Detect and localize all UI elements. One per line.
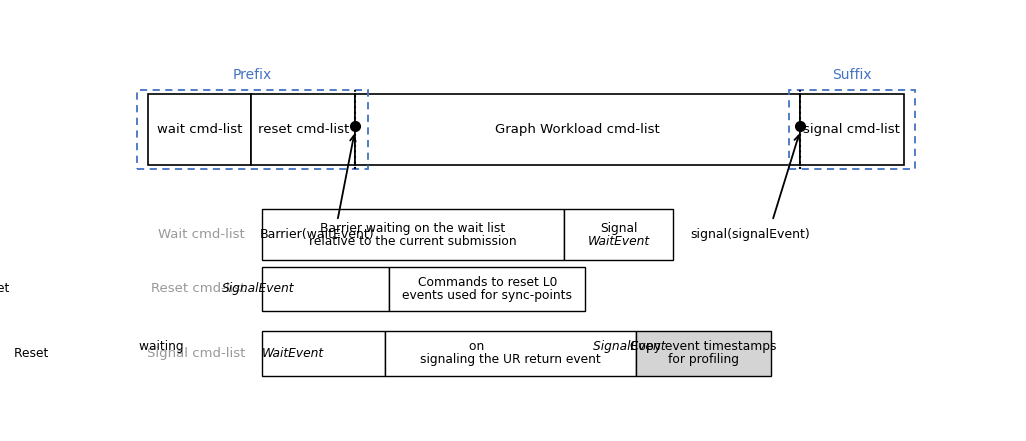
Text: Barrier waiting on the wait list: Barrier waiting on the wait list [320,222,506,235]
Bar [148,93,251,165]
Bar [262,209,564,260]
Text: WaitEvent: WaitEvent [262,347,323,360]
Bar [262,331,385,376]
Bar [389,267,586,311]
Text: signal(signalEvent): signal(signalEvent) [690,228,810,241]
Text: Graph Workload cmd-list: Graph Workload cmd-list [496,123,660,136]
Text: Signal cmd-list: Signal cmd-list [147,347,245,360]
Text: Commands to reset L0: Commands to reset L0 [418,276,557,289]
Text: Wait cmd-list: Wait cmd-list [158,228,245,241]
Bar [564,209,673,260]
Text: on: on [469,340,488,354]
Text: Copy event timestamps: Copy event timestamps [630,340,777,354]
Text: reset cmd-list: reset cmd-list [258,123,349,136]
Text: Signal: Signal [600,222,637,235]
Bar [137,90,368,169]
Text: Reset cmd-list: Reset cmd-list [151,282,245,295]
Bar [262,267,389,311]
Text: wait cmd-list: wait cmd-list [157,123,242,136]
Text: Reset: Reset [0,282,12,295]
Text: Suffix: Suffix [832,68,872,82]
Text: signal cmd-list: signal cmd-list [803,123,900,136]
Text: events used for sync-points: events used for sync-points [402,289,573,302]
Bar [355,93,800,165]
Text: Prefix: Prefix [233,68,272,82]
Text: for profiling: for profiling [668,353,739,366]
Text: WaitEvent: WaitEvent [588,235,649,247]
Text: Reset: Reset [13,347,52,360]
Bar [385,331,635,376]
Text: SignalEvent: SignalEvent [223,282,294,295]
Bar [635,331,771,376]
Text: signaling the UR return event: signaling the UR return event [420,353,600,366]
Text: Barrier(waitEvent): Barrier(waitEvent) [261,228,374,241]
Text: relative to the current submission: relative to the current submission [309,235,517,247]
Bar [789,90,914,169]
Text: waiting: waiting [139,340,188,354]
Bar [251,93,355,165]
Bar [800,93,904,165]
Text: SignalEvent: SignalEvent [593,340,669,354]
